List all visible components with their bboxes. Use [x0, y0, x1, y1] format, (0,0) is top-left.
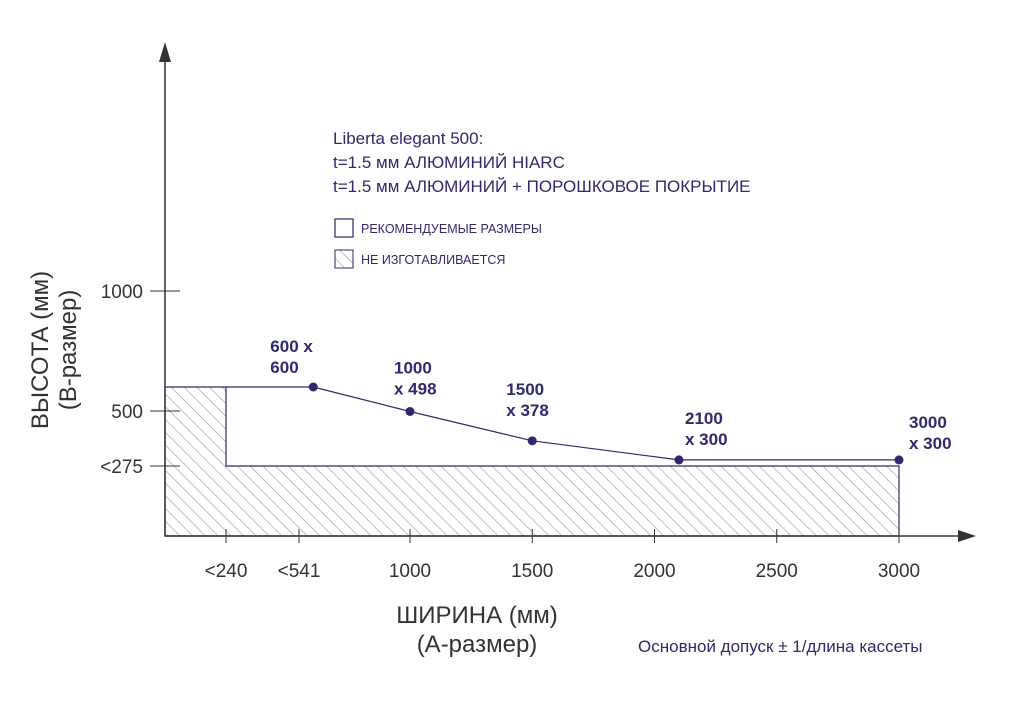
- legend-swatch-not-manufactured: [334, 249, 354, 269]
- x-tick-label: 2500: [756, 561, 798, 582]
- data-label: x 300: [685, 430, 728, 449]
- data-label: 600 x: [270, 337, 313, 356]
- x-tick-label: <240: [205, 561, 248, 582]
- x-axis-title-line-2: (А-размер): [417, 631, 538, 658]
- legend: РЕКОМЕНДУЕМЫЕ РАЗМЕРЫ НЕ ИЗГОТАВЛИВАЕТСЯ: [334, 218, 542, 269]
- x-tick-label: 1500: [511, 561, 553, 582]
- series-points: [308, 382, 904, 465]
- data-label: 3000: [909, 413, 947, 432]
- data-label: 1000: [394, 359, 432, 378]
- y-axis-title-line-1: ВЫСОТА (мм): [27, 271, 54, 429]
- x-ticks: <240 <541 1000 1500 2000 2500 3000: [205, 529, 920, 582]
- info-block: Liberta elegant 500: t=1.5 мм АЛЮМИНИЙ H…: [333, 129, 751, 196]
- info-line-3: t=1.5 мм АЛЮМИНИЙ + ПОРОШКОВОЕ ПОКРЫТИЕ: [333, 177, 751, 196]
- y-tick-label: 500: [111, 402, 143, 423]
- legend-swatch-recommended: [334, 218, 354, 238]
- data-point: [527, 436, 537, 446]
- y-tick-label: 1000: [101, 282, 143, 303]
- info-line-2: t=1.5 мм АЛЮМИНИЙ HIARC: [333, 153, 565, 172]
- data-point: [674, 455, 684, 465]
- tolerance-note: Основной допуск ± 1/длина кассеты: [638, 637, 923, 656]
- x-tick-label: 2000: [633, 561, 675, 582]
- y-axis: [159, 42, 171, 536]
- point-labels: 600 x 600 1000 x 498 1500 x 378 2100 x 300 3000 x…: [270, 337, 951, 453]
- legend-label-not-manufactured: НЕ ИЗГОТАВЛИВАЕТСЯ: [361, 253, 505, 267]
- data-label: 2100: [685, 409, 723, 428]
- info-line-1: Liberta elegant 500:: [333, 129, 483, 148]
- series-line: [226, 386, 899, 461]
- data-label: 600: [270, 358, 298, 377]
- y-tick-label: <275: [100, 457, 143, 478]
- data-label: 1500: [506, 380, 544, 399]
- x-axis: [165, 530, 976, 542]
- data-label: x 378: [506, 401, 549, 420]
- data-label: x 300: [909, 434, 952, 453]
- data-label: x 498: [394, 380, 437, 399]
- x-tick-label: <541: [278, 561, 321, 582]
- x-tick-label: 1000: [389, 561, 431, 582]
- data-point: [894, 455, 904, 465]
- x-tick-label: 3000: [878, 561, 920, 582]
- data-point: [405, 406, 415, 416]
- y-axis-title: ВЫСОТА (мм) (В-размер): [27, 271, 82, 429]
- y-ticks: <275 500 1000: [100, 282, 180, 478]
- y-axis-title-line-2: (В-размер): [55, 290, 82, 411]
- x-axis-title-line-1: ШИРИНА (мм): [396, 602, 558, 629]
- legend-label-recommended: РЕКОМЕНДУЕМЫЕ РАЗМЕРЫ: [361, 222, 542, 236]
- data-point: [308, 382, 318, 392]
